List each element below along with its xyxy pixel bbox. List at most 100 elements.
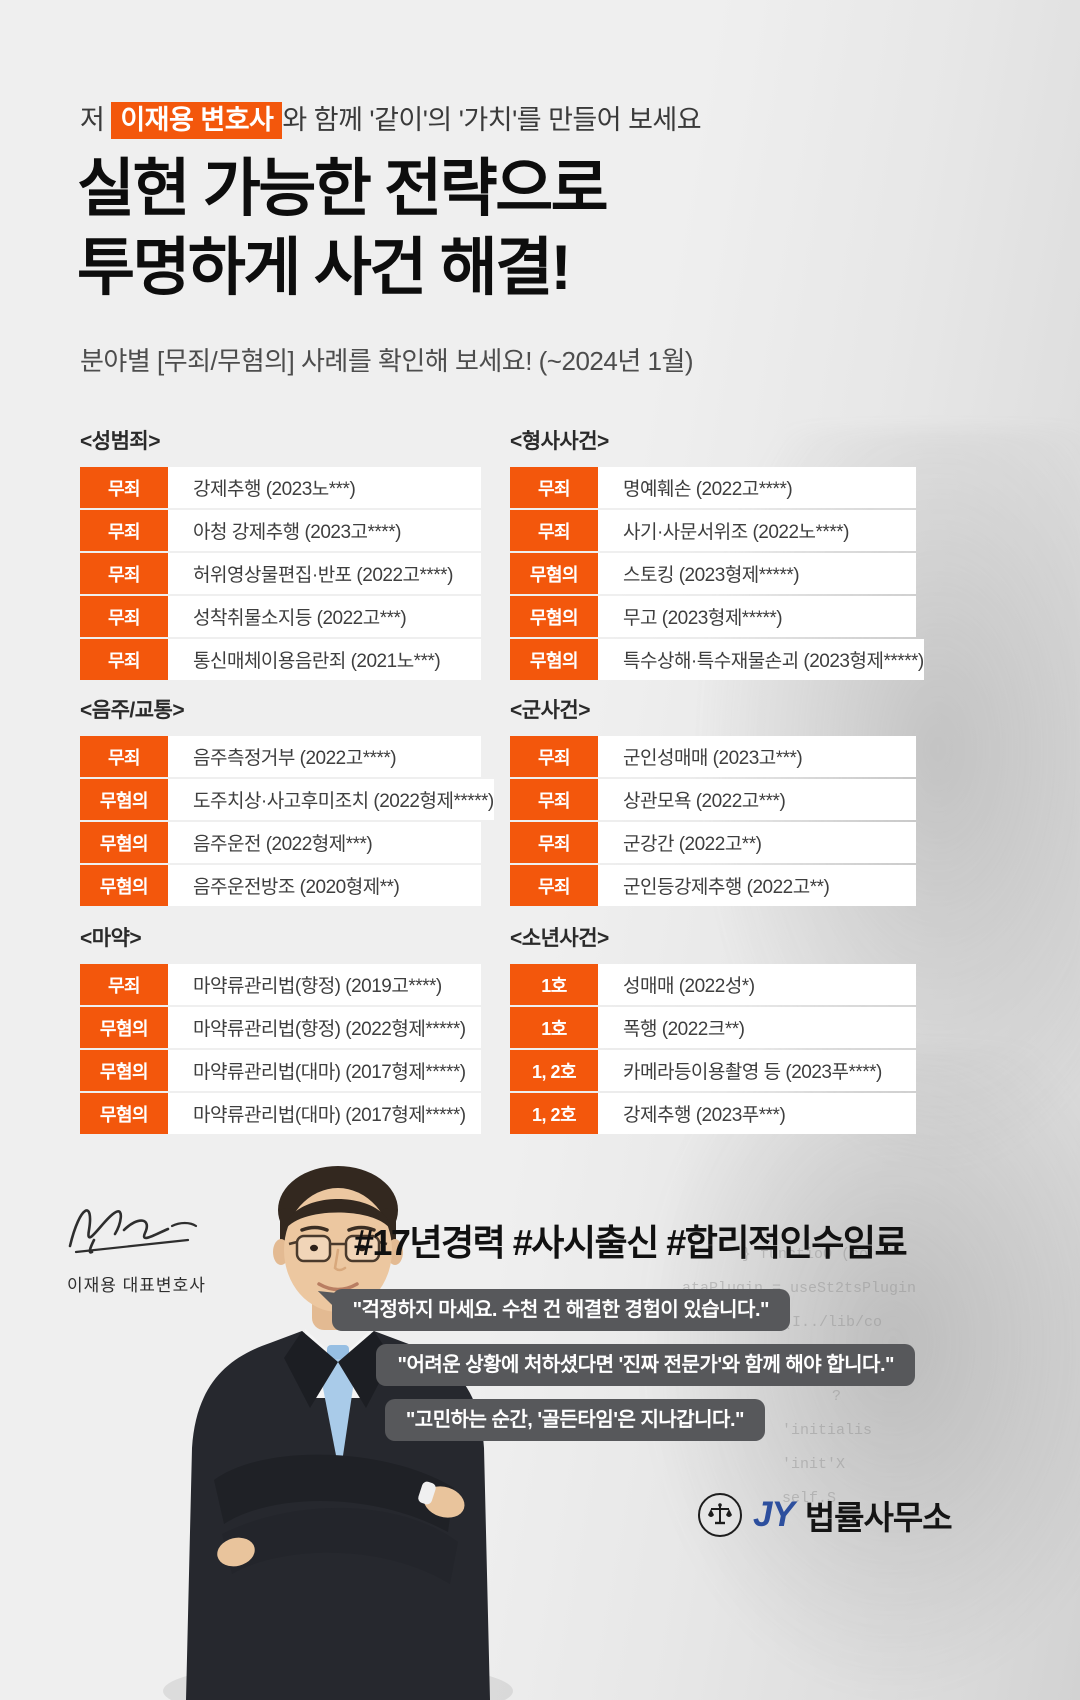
section-title: <소년사건>: [510, 927, 609, 950]
scales-icon: [698, 1493, 742, 1537]
page-title-line2: 투명하게 사건 해결!: [77, 232, 572, 303]
verdict-badge: 무혐의: [80, 1093, 168, 1134]
verdict-badge: 무혐의: [80, 1007, 168, 1048]
case-description: 폭행 (2022크**): [598, 1007, 916, 1048]
verdict-badge: 무혐의: [510, 553, 598, 594]
lawyer-name-highlight: 이재용 변호사: [111, 102, 283, 139]
case-description: 스토킹 (2023형제*****): [598, 553, 916, 594]
section-criminal-case: <형사사건> 무죄 명예훼손 (2022고****) 무죄 사기·사문서위조 (202…: [510, 425, 924, 680]
case-description: 강제추행 (2023노***): [168, 467, 481, 508]
case-table: 무죄 음주측정거부 (2022고****) 무혐의 도주치상·사고후미조치 (2022…: [80, 736, 494, 906]
case-description: 통신매체이용음란죄 (2021노***): [168, 639, 481, 680]
case-description: 사기·사문서위조 (2022노****): [598, 510, 916, 551]
quote-bubble: "걱정하지 마세요. 수천 건 해결한 경험이 있습니다.": [331, 1289, 790, 1331]
case-row: 무혐의 스토킹 (2023형제*****): [510, 553, 916, 594]
case-description: 음주운전 (2022형제***): [168, 822, 481, 863]
quote-bubble: "고민하는 순간, '골든타임'은 지나갑니다.": [384, 1399, 765, 1441]
case-description: 도주치상·사고후미조치 (2022형제*****): [168, 779, 494, 820]
case-description: 군인등강제추행 (2022고**): [598, 865, 916, 906]
hashtags: #17년경력 #사시출신 #합리적인수임료: [353, 1222, 908, 1263]
case-description: 허위영상물편집·반포 (2022고****): [168, 553, 481, 594]
case-row: 무혐의 음주운전방조 (2020형제**): [80, 865, 481, 906]
case-description: 마약류관리법(향정) (2022형제*****): [168, 1007, 481, 1048]
case-description: 성매매 (2022성*): [598, 964, 916, 1005]
section-dui-traffic: <음주/교통> 무죄 음주측정거부 (2022고****) 무혐의 도주치상·사고후미…: [80, 694, 494, 906]
case-row: 1, 2호 카메라등이용촬영 등 (2023푸****): [510, 1050, 916, 1091]
case-description: 카메라등이용촬영 등 (2023푸****): [598, 1050, 916, 1091]
case-description: 명예훼손 (2022고****): [598, 467, 916, 508]
law-firm-logo: JY 법률사무소: [698, 1491, 953, 1539]
verdict-badge: 무죄: [510, 822, 598, 863]
case-description: 음주측정거부 (2022고****): [168, 736, 481, 777]
section-military-case: <군사건> 무죄 군인성매매 (2023고***) 무죄 상관모욕 (2022고***…: [510, 694, 916, 906]
verdict-badge: 무죄: [510, 467, 598, 508]
case-row: 무죄 음주측정거부 (2022고****): [80, 736, 481, 777]
verdict-badge: 무죄: [80, 510, 168, 551]
case-row: 무혐의 마약류관리법(향정) (2022형제*****): [80, 1007, 481, 1048]
case-row: 무죄 통신매체이용음란죄 (2021노***): [80, 639, 481, 680]
case-row: 무죄 군인등강제추행 (2022고**): [510, 865, 916, 906]
verdict-badge: 무죄: [80, 964, 168, 1005]
logo-name: 법률사무소: [804, 1499, 953, 1536]
section-sex-crime: <성범죄> 무죄 강제추행 (2023노***) 무죄 아청 강제추행 (2023고*…: [80, 425, 481, 680]
verdict-badge: 1호: [510, 1007, 598, 1048]
case-description: 무고 (2023형제*****): [598, 596, 916, 637]
intro-prefix: 저: [80, 105, 112, 135]
verdict-badge: 무죄: [510, 510, 598, 551]
case-table: 무죄 강제추행 (2023노***) 무죄 아청 강제추행 (2023고****) 무죄…: [80, 467, 481, 680]
verdict-badge: 무죄: [80, 467, 168, 508]
section-title: <성범죄>: [80, 430, 161, 453]
case-row: 무죄 성착취물소지등 (2022고***): [80, 596, 481, 637]
section-juvenile-case: <소년사건> 1호 성매매 (2022성*) 1호 폭행 (2022크**) 1, 2호…: [510, 922, 916, 1134]
page-title: 실현 가능한 전략으로 투명하게 사건 해결!: [77, 150, 609, 308]
case-description: 상관모욕 (2022고***): [598, 779, 916, 820]
case-row: 무죄 마약류관리법(향정) (2019고****): [80, 964, 481, 1005]
signature-graphic: [68, 1209, 198, 1254]
case-table: 무죄 마약류관리법(향정) (2019고****) 무혐의 마약류관리법(향정) (2…: [80, 964, 481, 1134]
case-row: 1호 성매매 (2022성*): [510, 964, 916, 1005]
verdict-badge: 무죄: [80, 553, 168, 594]
case-row: 무죄 허위영상물편집·반포 (2022고****): [80, 553, 481, 594]
section-drug-case: <마약> 무죄 마약류관리법(향정) (2019고****) 무혐의 마약류관리법(향…: [80, 922, 481, 1134]
case-description: 군강간 (2022고**): [598, 822, 916, 863]
case-row: 1호 폭행 (2022크**): [510, 1007, 916, 1048]
section-title: <군사건>: [510, 699, 591, 722]
verdict-badge: 무죄: [510, 865, 598, 906]
verdict-badge: 1호: [510, 964, 598, 1005]
verdict-badge: 무죄: [510, 736, 598, 777]
case-row: 무죄 사기·사문서위조 (2022노****): [510, 510, 916, 551]
case-row: 무죄 강제추행 (2023노***): [80, 467, 481, 508]
verdict-badge: 무죄: [80, 596, 168, 637]
verdict-badge: 무죄: [80, 736, 168, 777]
case-description: 아청 강제추행 (2023고****): [168, 510, 481, 551]
verdict-badge: 1, 2호: [510, 1093, 598, 1134]
case-row: 무죄 아청 강제추행 (2023고****): [80, 510, 481, 551]
case-description: 강제추행 (2023푸***): [598, 1093, 916, 1134]
case-table: 무죄 명예훼손 (2022고****) 무죄 사기·사문서위조 (2022노****)…: [510, 467, 924, 680]
case-row: 무혐의 특수상해·특수재물손괴 (2023형제*****): [510, 639, 924, 680]
section-title: <마약>: [80, 927, 142, 950]
signature-caption: 이재용 대표변호사: [67, 1276, 206, 1295]
case-description: 특수상해·특수재물손괴 (2023형제*****): [598, 639, 924, 680]
case-description: 군인성매매 (2023고***): [598, 736, 916, 777]
case-row: 무혐의 마약류관리법(대마) (2017형제*****): [80, 1093, 481, 1134]
case-row: 1, 2호 강제추행 (2023푸***): [510, 1093, 916, 1134]
verdict-badge: 1, 2호: [510, 1050, 598, 1091]
section-title: <형사사건>: [510, 430, 609, 453]
case-row: 무죄 명예훼손 (2022고****): [510, 467, 916, 508]
case-description: 마약류관리법(대마) (2017형제*****): [168, 1093, 481, 1134]
case-description: 성착취물소지등 (2022고***): [168, 596, 481, 637]
subtitle: 분야별 [무죄/무혐의] 사례를 확인해 보세요! (~2024년 1월): [80, 346, 694, 376]
verdict-badge: 무죄: [510, 779, 598, 820]
verdict-badge: 무혐의: [80, 1050, 168, 1091]
case-table: 무죄 군인성매매 (2023고***) 무죄 상관모욕 (2022고***) 무죄 군강간…: [510, 736, 916, 906]
intro-suffix: 와 함께 '같이'의 '가치'를 만들어 보세요: [282, 105, 702, 135]
verdict-badge: 무혐의: [80, 822, 168, 863]
page-title-line1: 실현 가능한 전략으로: [77, 154, 609, 224]
verdict-badge: 무혐의: [510, 639, 598, 680]
logo-jy: JY: [753, 1495, 795, 1534]
section-title: <음주/교통>: [80, 699, 185, 722]
case-row: 무혐의 음주운전 (2022형제***): [80, 822, 481, 863]
verdict-badge: 무혐의: [80, 865, 168, 906]
case-row: 무혐의 무고 (2023형제*****): [510, 596, 916, 637]
